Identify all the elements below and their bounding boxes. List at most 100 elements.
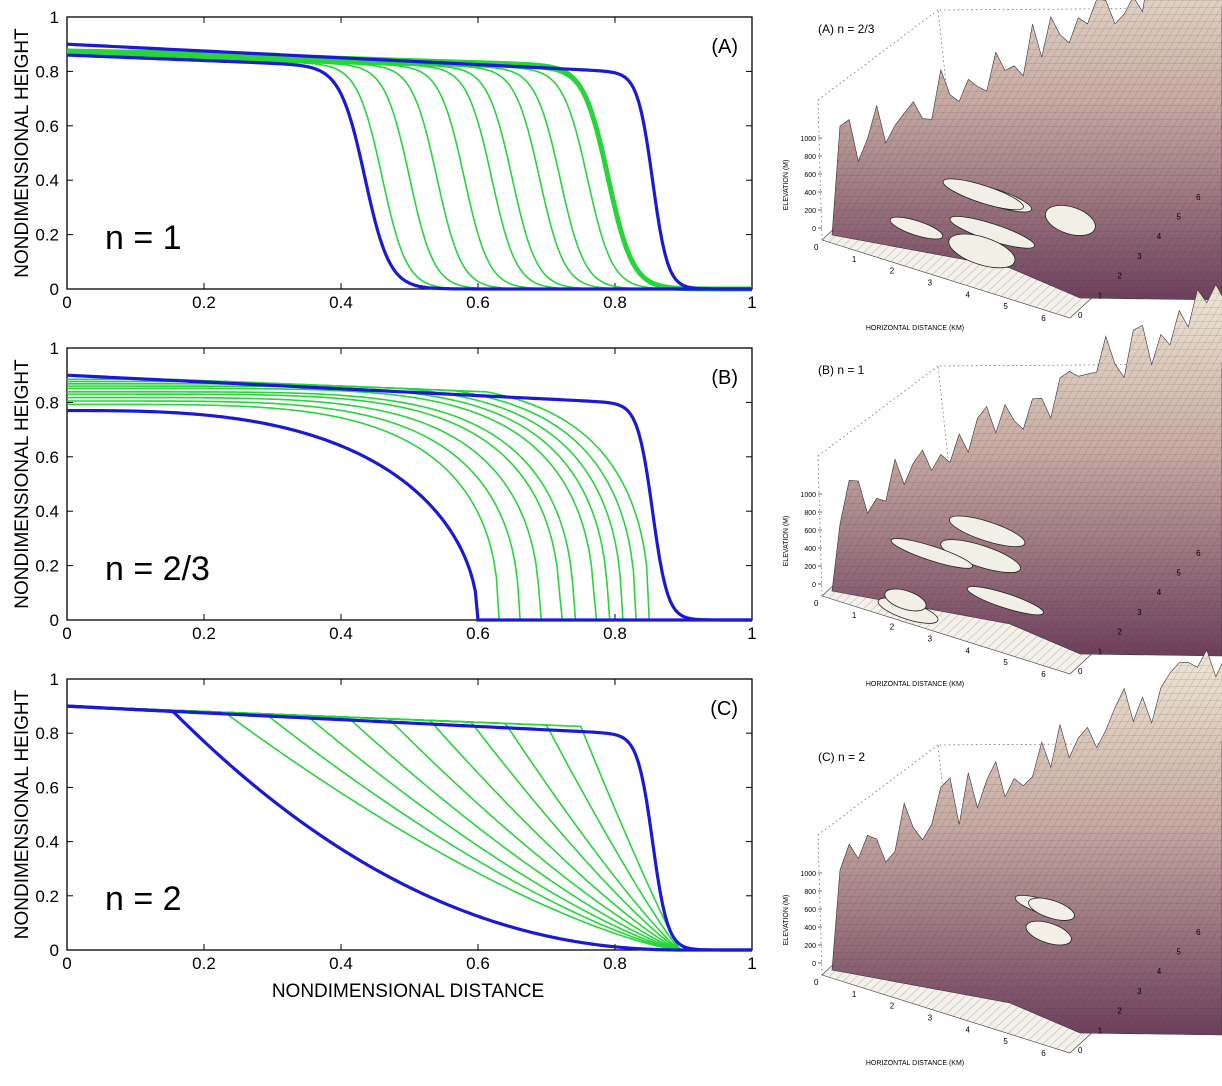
z-tick-label: 800 xyxy=(804,154,816,161)
y-tick-label: 5 xyxy=(1176,569,1181,578)
box-edge xyxy=(817,365,939,457)
x-tick-label: 3 xyxy=(928,634,933,643)
x-tick-label: 0.4 xyxy=(329,624,353,643)
y-tick-label: 1 xyxy=(50,670,59,689)
z-tick-label: 800 xyxy=(804,510,816,517)
x-tick-label: 0 xyxy=(62,954,71,973)
x-tick-label: 4 xyxy=(966,1025,971,1034)
x-tick-label: 4 xyxy=(966,646,971,655)
x-tick-label: 0.6 xyxy=(466,624,490,643)
mountain-mesh xyxy=(832,284,1222,656)
x-axis-title: HORIZONTAL DISTANCE (KM) xyxy=(866,681,964,688)
x-tick-label: 5 xyxy=(1003,1037,1008,1046)
valley-floor xyxy=(940,539,1021,573)
y-tick-label: 0 xyxy=(50,280,59,299)
n-annotation: n = 1 xyxy=(105,219,182,257)
y-axis-title: NONDIMENSIONAL HEIGHT xyxy=(12,689,33,939)
y-tick-label: 3 xyxy=(1137,608,1142,617)
x-axis-title: NONDIMENSIONAL DISTANCE xyxy=(272,981,544,1002)
valley-floor xyxy=(1025,920,1072,946)
x-tick-label: 0 xyxy=(62,624,71,643)
valley-floor xyxy=(966,586,1044,616)
y-tick-label: 6 xyxy=(1196,549,1201,558)
z-axis-title: ELEVATION (M) xyxy=(783,895,790,946)
x-axis-title: HORIZONTAL DISTANCE (KM) xyxy=(866,325,964,332)
x-tick-label: 2 xyxy=(890,267,895,276)
y-tick-label: 0 xyxy=(50,941,59,960)
z-tick-label: 0 xyxy=(812,961,816,968)
valley-floor xyxy=(1045,204,1096,236)
y-tick-label: 0.4 xyxy=(35,502,59,521)
valley-floor xyxy=(890,538,973,569)
box-edge xyxy=(817,834,823,976)
y-tick-label: 0.6 xyxy=(35,117,59,136)
valley-floor xyxy=(884,588,927,612)
z-tick-label: 400 xyxy=(804,190,816,197)
z-axis-title: ELEVATION (M) xyxy=(783,516,790,567)
valley-floor xyxy=(948,515,1026,548)
x-tick-label: 3 xyxy=(928,1013,933,1022)
x-tick-label: 0.4 xyxy=(329,954,353,973)
z-tick-label: 1000 xyxy=(800,136,816,143)
x-tick-label: 6 xyxy=(1041,314,1046,323)
y-tick-label: 1 xyxy=(50,8,59,27)
y-tick-label: 0.6 xyxy=(35,448,59,467)
box-edge xyxy=(817,99,823,241)
y-tick-label: 1 xyxy=(1098,647,1103,656)
z-axis-title: ELEVATION (M) xyxy=(783,160,790,211)
z-tick-label: 600 xyxy=(804,907,816,914)
x-tick-label: 3 xyxy=(928,278,933,287)
surface-title: (B) n = 1 xyxy=(818,363,865,377)
x-tick-label: 0.6 xyxy=(466,954,490,973)
x-tick-label: 2 xyxy=(890,623,895,632)
x-tick-label: 0 xyxy=(62,293,71,312)
surface-title: (C) n = 2 xyxy=(818,750,865,764)
valley-floor xyxy=(942,178,1024,211)
x-tick-label: 1 xyxy=(747,954,756,973)
y-axis-title: NONDIMENSIONAL HEIGHT xyxy=(12,28,33,278)
chart-panel-2: 0 0.2 0.4 0.6 0.8 1 0 0.2 0.4 0.6 0.8 1 NONDIMENSION… xyxy=(12,339,757,643)
y-tick-label: 0.8 xyxy=(35,724,59,743)
y-tick-label: 1 xyxy=(1098,1026,1103,1035)
y-tick-label: 4 xyxy=(1157,588,1162,597)
y-tick-label: 0.4 xyxy=(35,833,59,852)
y-tick-label: 4 xyxy=(1157,232,1162,241)
chart-panel-3: 0 0.2 0.4 0.6 0.8 1 0 0.2 0.4 0.6 0.8 1 NONDIMENSION… xyxy=(12,670,757,973)
y-tick-label: 2 xyxy=(1117,272,1122,281)
x-tick-label: 0.4 xyxy=(329,293,353,312)
y-tick-label: 0.8 xyxy=(35,393,59,412)
box-edge xyxy=(937,363,1221,477)
y-tick-label: 3 xyxy=(1137,252,1142,261)
x-tick-label: 4 xyxy=(966,290,971,299)
z-tick-label: 1000 xyxy=(800,871,816,878)
mountain-mesh xyxy=(832,649,1222,1035)
valley-floor xyxy=(889,216,944,240)
valley-floor xyxy=(1028,897,1075,921)
valley-floor xyxy=(948,233,1016,269)
z-tick-label: 600 xyxy=(804,528,816,535)
z-tick-label: 800 xyxy=(804,889,816,896)
n-annotation: n = 2/3 xyxy=(105,550,210,588)
y-tick-label: 5 xyxy=(1176,213,1181,222)
x-tick-label: 1 xyxy=(747,293,756,312)
panel-label: (C) xyxy=(710,698,738,720)
y-tick-label: 0.6 xyxy=(35,778,59,797)
y-tick-label: 0 xyxy=(1078,311,1083,320)
x-tick-label: 6 xyxy=(1041,670,1046,679)
y-tick-label: 0.2 xyxy=(35,226,59,245)
z-tick-label: 200 xyxy=(804,564,816,571)
y-tick-label: 5 xyxy=(1176,948,1181,957)
x-tick-label: 1 xyxy=(852,990,857,999)
y-tick-label: 0.2 xyxy=(35,557,59,576)
x-tick-label: 0 xyxy=(814,978,819,987)
initial-profile-line xyxy=(66,42,752,291)
x-tick-label: 0.8 xyxy=(603,954,627,973)
x-tick-label: 1 xyxy=(747,624,756,643)
panel-label: (A) xyxy=(711,36,738,58)
n-annotation: n = 2 xyxy=(105,880,182,918)
y-tick-label: 0 xyxy=(50,611,59,630)
x-tick-label: 0 xyxy=(814,599,819,608)
